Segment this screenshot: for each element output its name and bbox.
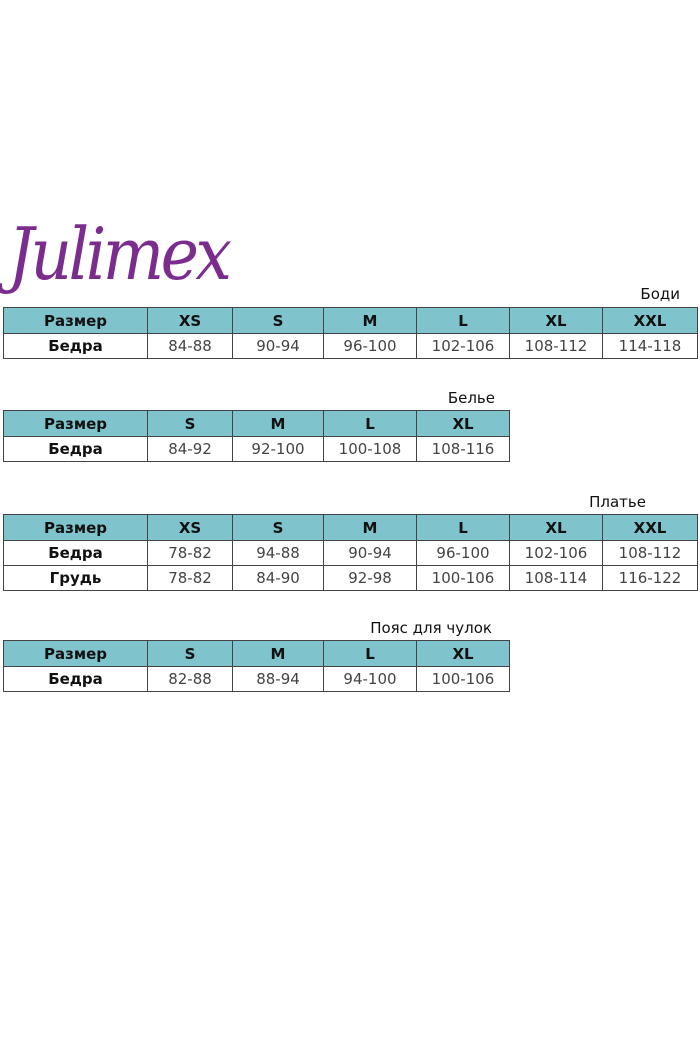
julimex-logo: Julimex — [8, 212, 232, 296]
table-cell: 100-106 — [416, 565, 510, 591]
table-cell: 84-90 — [232, 565, 324, 591]
size-table: Размер S M L XL Бедра 84-92 92-100 100-108 108-11… — [3, 410, 510, 462]
table-row: Бедра 78-82 94-88 90-94 96-100 102-106 108-112 — [3, 540, 698, 566]
header-cell: XS — [147, 307, 233, 334]
table-cell: 114-118 — [602, 333, 698, 359]
header-cell: XL — [509, 307, 603, 334]
table-cell: 78-82 — [147, 540, 233, 566]
table-row: Грудь 78-82 84-90 92-98 100-106 108-114 116-12… — [3, 565, 698, 591]
table-cell: 94-100 — [323, 666, 417, 692]
row-label: Бедра — [3, 333, 148, 359]
table-cell: 84-88 — [147, 333, 233, 359]
header-cell: XL — [509, 514, 603, 541]
table-cell: 94-88 — [232, 540, 324, 566]
size-table: Размер XS S M L XL XXL Бедра 84-88 90-94 96-100 102… — [3, 307, 698, 359]
header-row: Размер XS S M L XL XXL — [3, 514, 698, 541]
row-label: Бедра — [3, 666, 148, 692]
header-cell: S — [147, 640, 233, 667]
size-table: Размер XS S M L XL XXL Бедра 78-82 94-88 90-94 96-1… — [3, 514, 698, 591]
header-cell: L — [416, 307, 510, 334]
table-row: Бедра 84-92 92-100 100-108 108-116 — [3, 436, 510, 462]
table-cell: 116-122 — [602, 565, 698, 591]
header-cell: XS — [147, 514, 233, 541]
header-row: Размер XS S M L XL XXL — [3, 307, 698, 334]
header-cell: L — [416, 514, 510, 541]
table-cell: 90-94 — [323, 540, 417, 566]
table-cell: 100-106 — [416, 666, 510, 692]
table-cell: 108-116 — [416, 436, 510, 462]
row-label: Грудь — [3, 565, 148, 591]
header-cell: M — [323, 307, 417, 334]
header-cell: M — [232, 640, 324, 667]
header-cell: XXL — [602, 307, 698, 334]
header-cell: Размер — [3, 410, 148, 437]
table-row: Бедра 84-88 90-94 96-100 102-106 108-112 114-1… — [3, 333, 698, 359]
table-cell: 96-100 — [323, 333, 417, 359]
header-cell: XL — [416, 410, 510, 437]
header-cell: Размер — [3, 640, 148, 667]
table-cell: 108-112 — [602, 540, 698, 566]
header-cell: S — [147, 410, 233, 437]
table-cell: 108-114 — [509, 565, 603, 591]
header-cell: M — [323, 514, 417, 541]
table-cell: 92-100 — [232, 436, 324, 462]
table-cell: 100-108 — [323, 436, 417, 462]
table-cell: 84-92 — [147, 436, 233, 462]
table-title: Платье — [589, 493, 646, 511]
table-cell: 90-94 — [232, 333, 324, 359]
table-cell: 102-106 — [416, 333, 510, 359]
row-label: Бедра — [3, 436, 148, 462]
table-cell: 102-106 — [509, 540, 603, 566]
table-cell: 96-100 — [416, 540, 510, 566]
table-cell: 78-82 — [147, 565, 233, 591]
table-title: Белье — [447, 389, 495, 407]
header-cell: M — [232, 410, 324, 437]
header-row: Размер S M L XL — [3, 640, 510, 667]
table-row: Бедра 82-88 88-94 94-100 100-106 — [3, 666, 510, 692]
header-cell: L — [323, 640, 417, 667]
table-title: Пояс для чулок — [370, 619, 492, 637]
table-cell: 88-94 — [232, 666, 324, 692]
size-table: Размер S M L XL Бедра 82-88 88-94 94-100 100-106 — [3, 640, 510, 692]
header-cell: S — [232, 514, 324, 541]
row-label: Бедра — [3, 540, 148, 566]
table-cell: 82-88 — [147, 666, 233, 692]
table-cell: 92-98 — [323, 565, 417, 591]
header-row: Размер S M L XL — [3, 410, 510, 437]
header-cell: XL — [416, 640, 510, 667]
table-cell: 108-112 — [509, 333, 603, 359]
header-cell: S — [232, 307, 324, 334]
header-cell: Размер — [3, 514, 148, 541]
header-cell: L — [323, 410, 417, 437]
table-title: Боди — [640, 285, 680, 303]
header-cell: Размер — [3, 307, 148, 334]
header-cell: XXL — [602, 514, 698, 541]
